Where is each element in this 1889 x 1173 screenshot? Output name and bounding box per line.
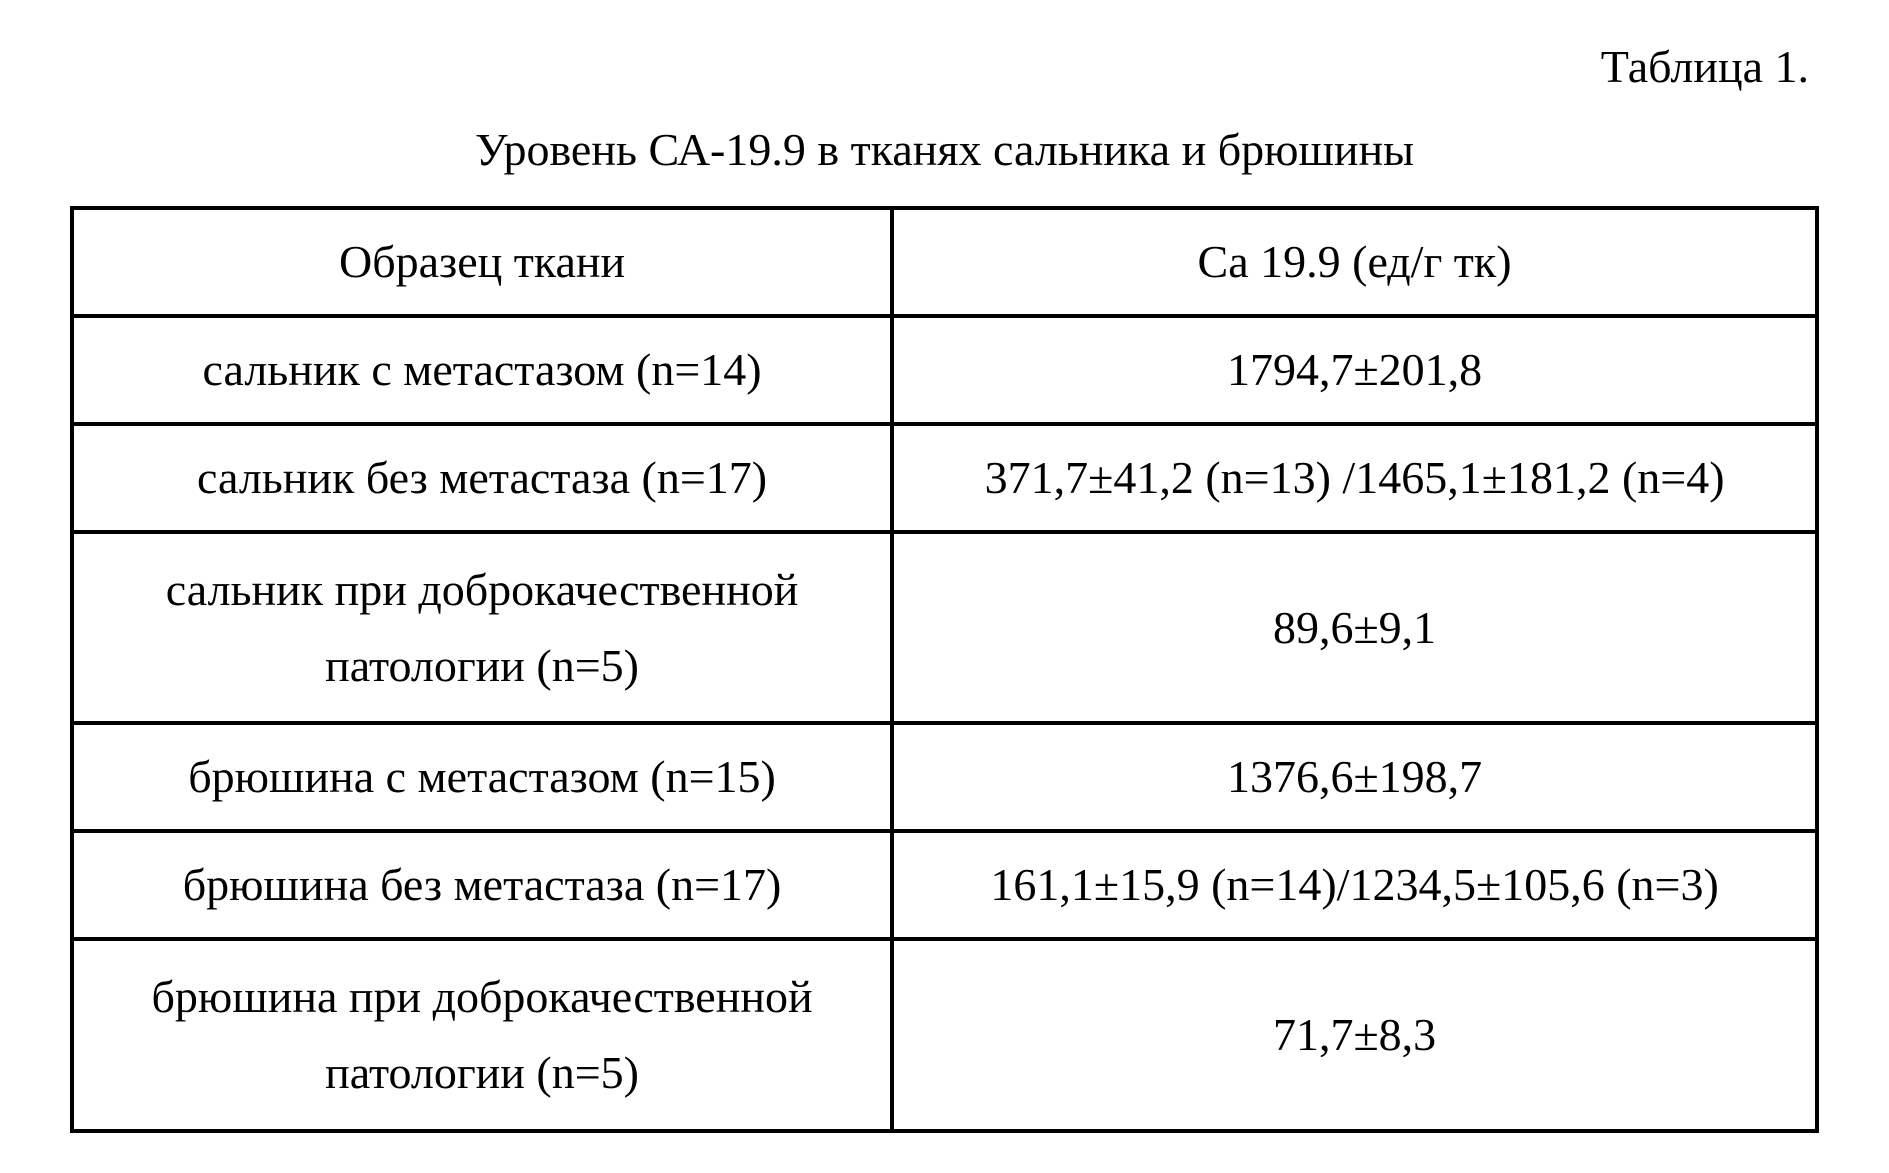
table-row: брюшина с метастазом (n=15) 1376,6±198,7	[72, 723, 1817, 831]
data-table: Образец ткани Са 19.9 (ед/г тк) сальник …	[70, 206, 1819, 1133]
table-row: брюшина при доброкачественной патологии …	[72, 939, 1817, 1131]
cell-sample: брюшина при доброкачественной патологии …	[72, 939, 892, 1131]
cell-sample: сальник без метастаза (n=17)	[72, 424, 892, 532]
table-caption: Уровень СА-19.9 в тканях сальника и брюш…	[70, 123, 1819, 176]
cell-sample: брюшина без метастаза (n=17)	[72, 831, 892, 939]
table-row: сальник без метастаза (n=17) 371,7±41,2 …	[72, 424, 1817, 532]
table-row: сальник с метастазом (n=14) 1794,7±201,8	[72, 316, 1817, 424]
cell-value: 1794,7±201,8	[892, 316, 1817, 424]
cell-value: 371,7±41,2 (n=13) /1465,1±181,2 (n=4)	[892, 424, 1817, 532]
cell-value: 1376,6±198,7	[892, 723, 1817, 831]
cell-value: 89,6±9,1	[892, 532, 1817, 724]
cell-value: 161,1±15,9 (n=14)/1234,5±105,6 (n=3)	[892, 831, 1817, 939]
table-row: брюшина без метастаза (n=17) 161,1±15,9 …	[72, 831, 1817, 939]
table-row: сальник при доброкачественной патологии …	[72, 532, 1817, 724]
table-header-row: Образец ткани Са 19.9 (ед/г тк)	[72, 208, 1817, 316]
table-number-label: Таблица 1.	[70, 40, 1809, 93]
page-container: Таблица 1. Уровень СА-19.9 в тканях саль…	[0, 0, 1889, 1173]
cell-sample: сальник при доброкачественной патологии …	[72, 532, 892, 724]
cell-sample: брюшина с метастазом (n=15)	[72, 723, 892, 831]
col-header-value: Са 19.9 (ед/г тк)	[892, 208, 1817, 316]
cell-sample: сальник с метастазом (n=14)	[72, 316, 892, 424]
col-header-sample: Образец ткани	[72, 208, 892, 316]
cell-value: 71,7±8,3	[892, 939, 1817, 1131]
